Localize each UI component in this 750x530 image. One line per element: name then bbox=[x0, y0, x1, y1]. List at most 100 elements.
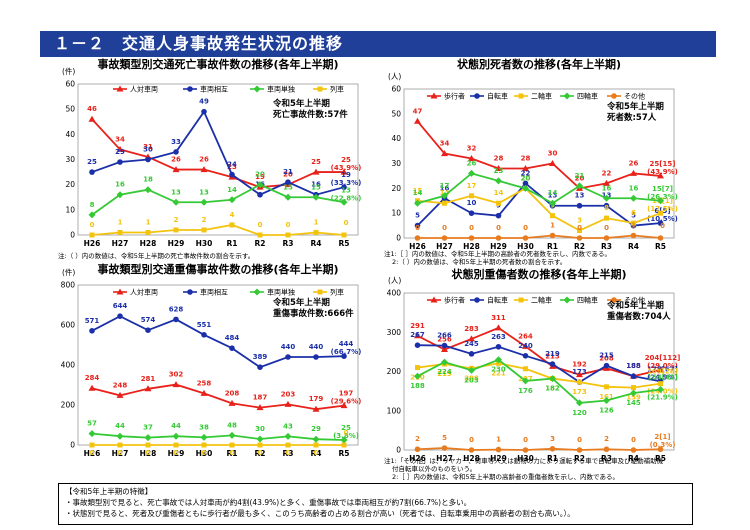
data-point bbox=[117, 442, 123, 448]
series-line bbox=[91, 224, 345, 236]
data-point bbox=[468, 235, 475, 241]
data-label: 284 bbox=[85, 374, 100, 382]
data-point bbox=[257, 191, 263, 198]
data-label: 221 bbox=[491, 369, 506, 377]
y-tick-label: 0 bbox=[396, 446, 401, 455]
data-label: 13 bbox=[575, 192, 585, 200]
data-label: 44 bbox=[171, 422, 181, 430]
data-point bbox=[312, 168, 320, 175]
y-tick-label: 400 bbox=[387, 289, 402, 298]
series-line bbox=[417, 172, 661, 205]
data-point bbox=[495, 324, 502, 331]
series-line bbox=[417, 326, 661, 378]
data-label: 5 bbox=[415, 212, 420, 220]
last-value-label: 13 bbox=[341, 186, 351, 194]
legend-label: 列車 bbox=[330, 85, 344, 94]
y-tick-label: 100 bbox=[387, 406, 402, 415]
x-tick-label: R3 bbox=[283, 239, 294, 248]
legend-marker bbox=[187, 86, 193, 92]
series-line bbox=[91, 118, 344, 189]
data-label: 0 bbox=[442, 224, 447, 232]
data-point bbox=[576, 371, 583, 378]
y-tick-label: 0 bbox=[70, 231, 75, 240]
data-point bbox=[441, 342, 448, 349]
data-point bbox=[145, 442, 151, 448]
legend-label: 車両単独 bbox=[267, 85, 295, 94]
legend-marker bbox=[474, 297, 480, 303]
data-point bbox=[657, 197, 664, 205]
data-label: 230 bbox=[491, 366, 506, 374]
data-label: 0 bbox=[469, 436, 474, 444]
series-line bbox=[417, 362, 661, 389]
series-line bbox=[416, 120, 661, 190]
series-line bbox=[417, 358, 661, 404]
data-label: 23 bbox=[227, 163, 237, 171]
data-point bbox=[522, 447, 529, 453]
share-label: (0.3%) bbox=[650, 441, 676, 449]
data-label: 208 bbox=[225, 389, 240, 397]
data-point bbox=[172, 381, 180, 388]
data-label: 188 bbox=[626, 362, 641, 370]
data-point bbox=[496, 360, 501, 366]
data-label: 21 bbox=[283, 168, 293, 176]
data-label: 3 bbox=[577, 217, 582, 225]
data-label: 571 bbox=[85, 317, 100, 325]
data-point bbox=[229, 345, 235, 351]
data-label: 161 bbox=[599, 393, 614, 401]
share-label: (66.7%) bbox=[331, 348, 362, 356]
data-label: 182 bbox=[545, 385, 560, 393]
share-label: (17.5%) bbox=[647, 205, 678, 213]
last-value-label: 19 bbox=[341, 171, 351, 179]
last-value-label: 25[15] bbox=[650, 160, 676, 168]
data-label: 0 bbox=[577, 436, 582, 444]
data-point bbox=[603, 446, 610, 453]
data-label: 16 bbox=[115, 181, 125, 189]
legend-label: 車両単独 bbox=[267, 288, 295, 297]
legend-marker bbox=[518, 297, 524, 303]
x-tick-label: H27 bbox=[436, 454, 453, 463]
data-point bbox=[414, 372, 421, 380]
data-point bbox=[441, 358, 448, 366]
share-label: (43.9%) bbox=[331, 164, 362, 172]
data-label: 192 bbox=[572, 361, 587, 369]
data-point bbox=[284, 193, 292, 201]
x-tick-label: H30 bbox=[517, 454, 534, 463]
summary-line-1: ・事故類型別で見ると、死亡事故では人対車両が約4割(43.9%)と多く、重傷事故… bbox=[65, 498, 472, 507]
y-tick-label: 300 bbox=[387, 328, 402, 337]
x-tick-label: R4 bbox=[311, 239, 322, 248]
data-point bbox=[603, 235, 610, 241]
legend-label: 自転車 bbox=[487, 296, 508, 305]
chart-note: 注:（ ）内の数値は、令和5年上半期の死亡事故件数の割合を示す。 bbox=[58, 251, 254, 260]
legend-marker bbox=[563, 92, 571, 100]
data-label: 145 bbox=[626, 399, 641, 407]
x-tick-label: R2 bbox=[574, 242, 585, 251]
data-point bbox=[116, 432, 124, 440]
data-label: 1 bbox=[550, 222, 555, 230]
series-line bbox=[91, 383, 345, 411]
data-label: 47 bbox=[413, 107, 423, 115]
share-label: (29.0%) bbox=[647, 362, 678, 370]
data-point bbox=[340, 198, 348, 206]
data-label: 182 bbox=[545, 385, 560, 393]
data-label: 5 bbox=[631, 212, 636, 220]
data-label: 126 bbox=[599, 407, 614, 415]
data-point bbox=[88, 211, 96, 219]
data-point bbox=[630, 232, 637, 239]
data-label: 16 bbox=[629, 184, 639, 192]
data-point bbox=[285, 232, 291, 238]
data-point bbox=[549, 160, 556, 166]
x-tick-label: H28 bbox=[463, 454, 480, 463]
data-point bbox=[89, 328, 95, 334]
data-point bbox=[522, 180, 529, 187]
y-tick-label: 60 bbox=[65, 80, 75, 89]
info-period: 令和5年上半期 bbox=[272, 297, 330, 308]
data-label: 179 bbox=[309, 395, 324, 403]
data-point bbox=[284, 400, 292, 407]
data-point bbox=[657, 172, 664, 179]
share-label: (24.9%) bbox=[647, 373, 678, 381]
data-label: 440 bbox=[281, 343, 296, 351]
data-label: 267 bbox=[410, 331, 425, 339]
data-label: 19 bbox=[255, 173, 265, 181]
last-value-label: 15[7] bbox=[652, 185, 673, 193]
